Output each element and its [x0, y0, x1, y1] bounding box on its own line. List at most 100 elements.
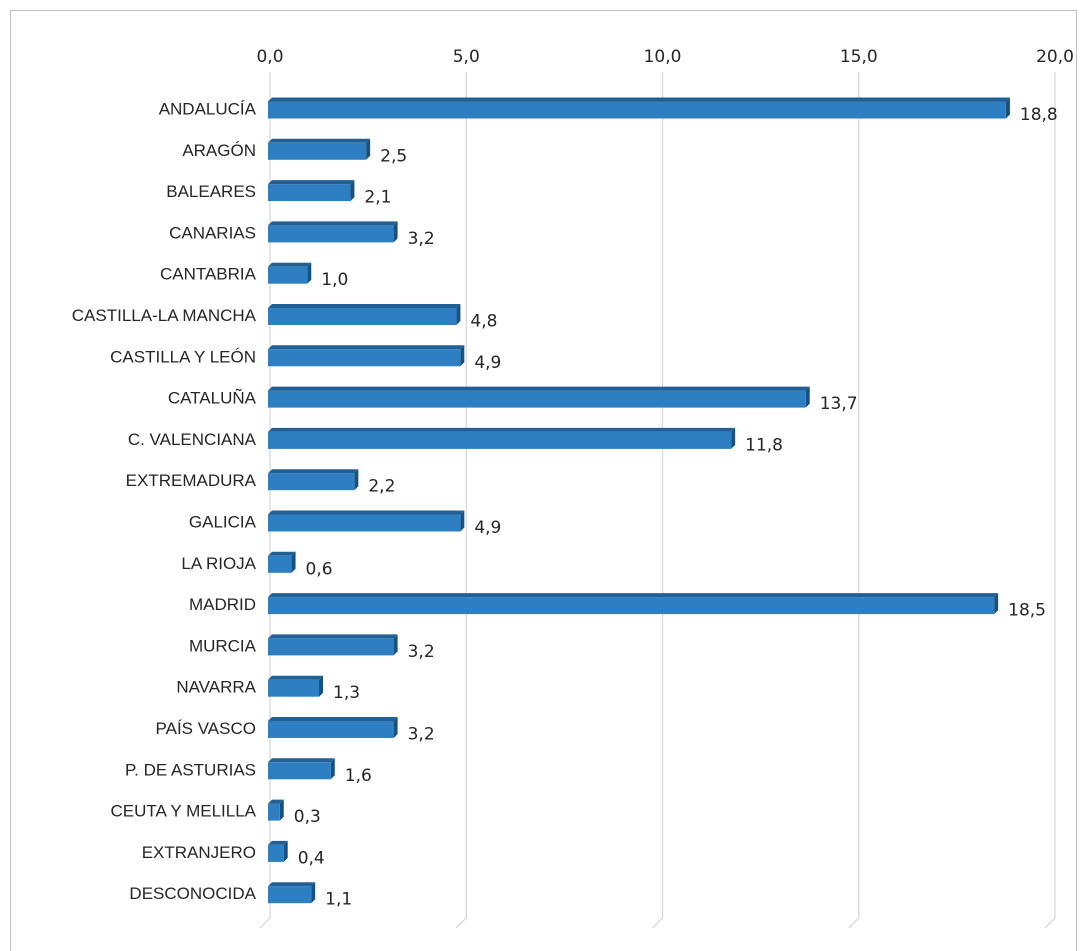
bar [268, 844, 284, 862]
y-tick-label: P. DE ASTURIAS [125, 760, 256, 779]
y-tick-label: CASTILLA Y LEÓN [110, 347, 256, 366]
x-tick-label: 10,0 [644, 47, 682, 67]
y-tick-label: MADRID [189, 595, 256, 614]
data-label: 3,2 [408, 642, 435, 662]
bar-side [460, 510, 465, 532]
bar-side [731, 427, 736, 449]
data-label: 3,2 [408, 725, 435, 745]
bar-side [307, 262, 312, 284]
bar-top [268, 427, 736, 432]
bar-side [291, 551, 296, 573]
y-tick-label: CANTABRIA [160, 265, 257, 284]
bar-top [268, 717, 398, 721]
bar [268, 101, 1006, 119]
bar-side [350, 180, 355, 202]
bar-side [279, 799, 284, 821]
data-label: 18,5 [1008, 601, 1046, 621]
bar-top [268, 758, 335, 763]
bar [268, 762, 331, 780]
data-label: 4,8 [470, 312, 497, 332]
y-tick-label: CANARIAS [169, 223, 256, 242]
bar [268, 266, 308, 284]
data-label: 1,6 [345, 766, 372, 786]
bar [268, 721, 394, 738]
bar-side [393, 717, 398, 738]
bar [268, 514, 461, 532]
bar-side [994, 593, 999, 615]
bar-top [268, 799, 284, 804]
bar-side [805, 386, 810, 408]
x-tick-label: 5,0 [453, 47, 480, 67]
grid-line [1044, 72, 1056, 929]
data-label: 18,8 [1020, 105, 1058, 125]
bar-top [268, 386, 810, 391]
data-label: 1,3 [333, 683, 360, 703]
grid-line [848, 72, 860, 929]
bar [268, 349, 461, 367]
y-tick-label: EXTREMADURA [126, 471, 257, 490]
bar-top [268, 551, 296, 556]
bar [268, 597, 995, 615]
bar [268, 184, 351, 202]
bar-top [268, 593, 999, 598]
bar-top [268, 469, 359, 474]
bar [268, 638, 394, 656]
data-label: 0,3 [294, 807, 321, 827]
y-tick-label: PAÍS VASCO [156, 719, 256, 738]
bar [268, 225, 394, 243]
data-label: 2,2 [368, 477, 395, 497]
bar [268, 473, 355, 491]
y-tick-label: MURCIA [189, 636, 257, 655]
data-label: 2,5 [380, 146, 407, 166]
bar-top [268, 180, 355, 185]
data-label: 4,9 [474, 353, 501, 373]
bar-top [268, 97, 1010, 102]
bar [268, 886, 312, 904]
bar-top [268, 138, 371, 143]
bar-side [311, 882, 316, 904]
y-tick-label: LA RIOJA [181, 554, 256, 573]
y-tick-label: EXTRANJERO [142, 843, 256, 862]
bar [268, 142, 367, 160]
data-label: 11,8 [745, 435, 783, 455]
data-label: 2,1 [364, 188, 391, 208]
data-label: 4,9 [474, 518, 501, 538]
data-label: 1,1 [325, 890, 352, 910]
bar-side [283, 840, 288, 862]
data-label: 3,2 [408, 229, 435, 249]
grid-line [455, 72, 467, 929]
bar-side [366, 138, 371, 160]
bar [268, 679, 320, 697]
bar-top [268, 510, 465, 515]
bar [268, 803, 280, 821]
y-tick-label: GALICIA [189, 512, 257, 531]
bar-side [456, 304, 461, 325]
bar-top [268, 345, 465, 350]
y-tick-label: NAVARRA [176, 678, 256, 697]
bar-top [268, 634, 398, 639]
y-tick-label: ANDALUCÍA [159, 99, 257, 118]
bar-top [268, 304, 461, 308]
y-tick-label: CEUTA Y MELILLA [110, 802, 256, 821]
y-tick-label: CATALUÑA [168, 389, 257, 408]
data-label: 0,4 [298, 848, 325, 868]
bar-side [330, 758, 335, 780]
chart-border [10, 10, 1077, 951]
bar-top [268, 262, 312, 267]
bar-side [319, 675, 324, 697]
bar [268, 431, 732, 449]
bar-top [268, 840, 288, 845]
bar-side [393, 634, 398, 656]
bar-side [354, 469, 359, 491]
y-tick-label: BALEARES [166, 182, 256, 201]
x-tick-label: 0,0 [256, 47, 283, 67]
bar-top [268, 221, 398, 226]
y-tick-label: DESCONOCIDA [129, 884, 256, 903]
data-label: 0,6 [306, 559, 333, 579]
bar-side [393, 221, 398, 243]
bar-side [460, 345, 465, 367]
x-tick-label: 20,0 [1036, 47, 1074, 67]
bar [268, 555, 292, 573]
y-tick-label: ARAGÓN [182, 141, 256, 160]
